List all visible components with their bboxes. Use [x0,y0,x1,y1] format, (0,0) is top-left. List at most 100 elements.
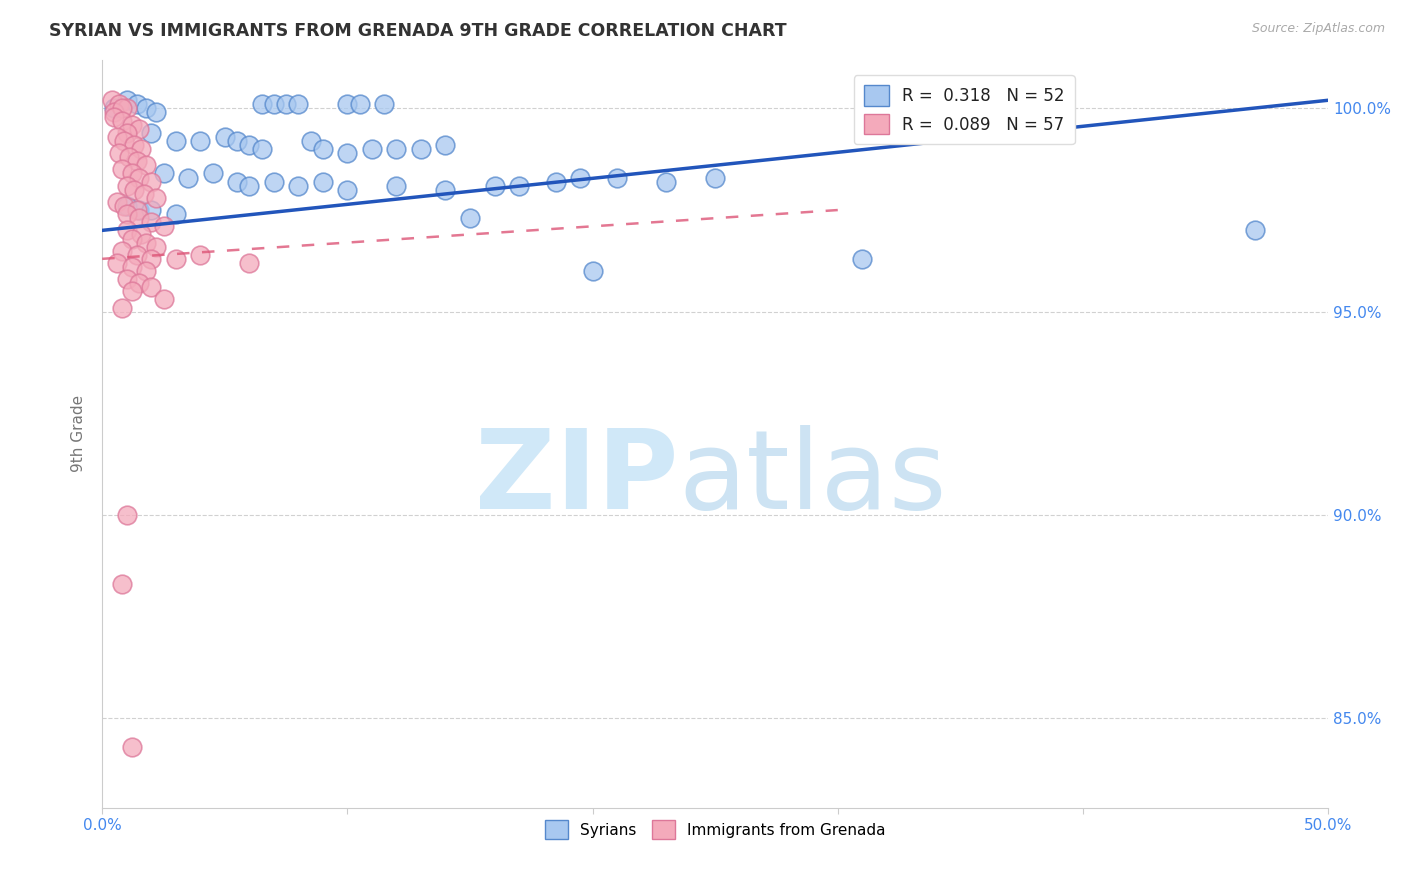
Point [188,248,211,262]
Point [135,158,157,172]
Legend: Syrians, Immigrants from Grenada: Syrians, Immigrants from Grenada [538,814,891,845]
Point [250,142,273,156]
Point [121,285,143,299]
Point [103,110,125,124]
Point [122,183,145,197]
Point [188,134,211,148]
Point [141,126,163,140]
Point [128,211,150,226]
Point [312,175,335,189]
Point [121,260,143,274]
Point [581,264,603,278]
Point [125,202,148,217]
Point [1243,223,1265,237]
Point [105,194,128,209]
Point [141,175,163,189]
Text: ZIP: ZIP [475,425,679,532]
Point [115,93,138,107]
Point [177,170,200,185]
Text: SYRIAN VS IMMIGRANTS FROM GRENADA 9TH GRADE CORRELATION CHART: SYRIAN VS IMMIGRANTS FROM GRENADA 9TH GR… [49,22,787,40]
Point [105,129,128,144]
Point [226,175,249,189]
Point [238,178,260,193]
Point [336,97,359,112]
Point [131,142,153,156]
Point [145,105,167,120]
Point [115,199,138,213]
Point [165,134,187,148]
Point [409,142,432,156]
Point [112,134,135,148]
Point [135,102,157,116]
Point [111,162,134,177]
Point [128,202,150,217]
Point [238,256,260,270]
Point [115,178,138,193]
Point [141,252,163,266]
Point [434,138,457,153]
Point [226,134,249,148]
Point [118,150,141,164]
Point [299,134,322,148]
Point [111,244,134,258]
Point [287,178,309,193]
Point [145,239,167,253]
Point [145,191,167,205]
Point [851,252,873,266]
Point [152,293,174,307]
Point [152,166,174,180]
Text: Source: ZipAtlas.com: Source: ZipAtlas.com [1251,22,1385,36]
Point [131,227,153,242]
Point [385,178,408,193]
Point [434,183,457,197]
Point [349,97,371,112]
Point [385,142,408,156]
Point [128,170,150,185]
Point [238,138,260,153]
Point [111,577,134,591]
Point [105,256,128,270]
Point [132,186,155,201]
Point [121,166,143,180]
Point [141,202,163,217]
Point [111,102,134,116]
Point [214,129,236,144]
Point [263,97,285,112]
Point [287,97,309,112]
Point [121,739,143,754]
Point [361,142,384,156]
Point [103,102,125,116]
Point [141,280,163,294]
Point [336,183,359,197]
Point [111,113,134,128]
Point [655,175,678,189]
Point [263,175,285,189]
Point [569,170,592,185]
Point [121,118,143,132]
Point [128,277,150,291]
Point [135,235,157,250]
Point [152,219,174,234]
Point [108,97,131,112]
Point [111,301,134,315]
Point [125,248,148,262]
Point [201,166,224,180]
Point [250,97,273,112]
Point [508,178,530,193]
Point [115,272,138,286]
Point [544,175,567,189]
Point [122,138,145,153]
Point [101,93,124,107]
Point [373,97,395,112]
Point [121,231,143,245]
Point [115,102,138,116]
Point [135,264,157,278]
Point [484,178,506,193]
Point [112,199,135,213]
Y-axis label: 9th Grade: 9th Grade [72,395,86,472]
Text: atlas: atlas [679,425,946,532]
Point [165,252,187,266]
Point [115,508,138,522]
Point [115,223,138,237]
Point [108,146,131,161]
